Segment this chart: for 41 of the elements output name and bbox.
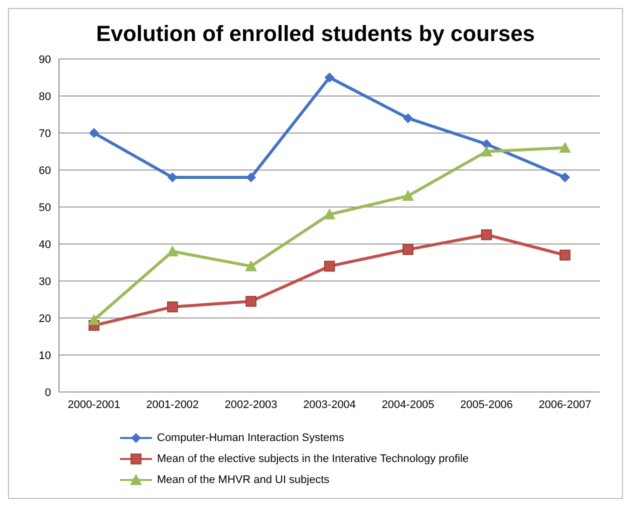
point [166, 245, 178, 256]
y-tick-label: 30 [38, 276, 51, 288]
point [403, 113, 413, 124]
point [402, 244, 414, 255]
x-tick-label: 2003-2004 [303, 398, 356, 411]
point [168, 172, 178, 182]
y-tick-label: 10 [38, 350, 51, 362]
point [559, 142, 571, 153]
y-tick-label: 50 [38, 202, 51, 214]
y-tick-label: 80 [38, 90, 51, 103]
point [560, 172, 570, 182]
point [480, 146, 492, 156]
x-tick-label: 2001-2002 [146, 398, 199, 411]
point [89, 128, 99, 138]
x-tick-label: 2006-2007 [538, 398, 592, 411]
point [481, 229, 492, 240]
y-tick-label: 40 [38, 238, 51, 251]
point [167, 302, 178, 312]
y-tick-label: 60 [38, 164, 51, 177]
point [246, 296, 256, 307]
y-tick-label: 20 [38, 312, 51, 325]
y-tick-label: 70 [38, 128, 51, 140]
x-tick-label: 2002-2003 [224, 398, 278, 411]
point [245, 260, 257, 272]
point [324, 208, 336, 220]
point [324, 72, 334, 82]
x-tick-label: 2000-2001 [68, 398, 120, 411]
legend-label: Computer-Human Interaction Systems [157, 432, 344, 444]
point [560, 250, 570, 260]
point [88, 314, 100, 325]
y-tick-label: 0 [44, 386, 51, 399]
x-tick-label: 2005-2006 [460, 398, 513, 411]
x-tick-label: 2004-2005 [382, 398, 434, 411]
chart-title: Evolution of enrolled students by courses [95, 21, 536, 47]
point [482, 139, 492, 150]
y-tick-label: 90 [38, 54, 51, 66]
legend-label: Mean of the MHVR and UI subjects [157, 474, 330, 486]
point [402, 190, 414, 201]
point [324, 260, 335, 272]
point [246, 172, 256, 182]
legend-label: Mean of the elective subjects in the Interative Technology profile [157, 452, 469, 464]
